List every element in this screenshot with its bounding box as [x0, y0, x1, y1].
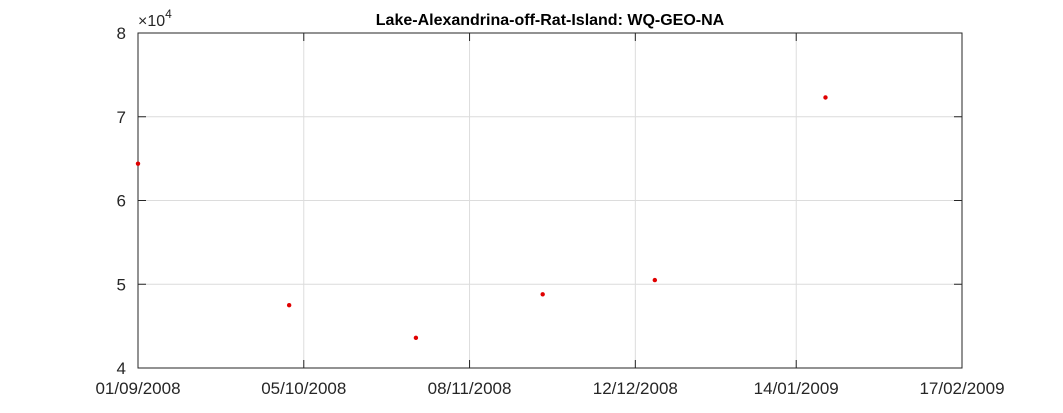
y-tick-label: 4 — [117, 359, 126, 378]
y-tick-label: 6 — [117, 192, 126, 211]
data-point — [286, 302, 292, 308]
x-tick-label: 08/11/2008 — [428, 379, 512, 398]
y-axis-multiplier: ×104 — [138, 7, 172, 30]
data-point — [823, 95, 828, 100]
x-tick-label: 17/02/2009 — [919, 379, 1004, 398]
y-axis-multiplier-base: ×10 — [138, 13, 165, 30]
x-tick-label: 12/12/2008 — [593, 379, 678, 398]
x-axis-tick-labels: 01/09/2008 05/10/2008 08/11/2008 12/12/2008… — [95, 379, 1004, 398]
axis-ticks — [137, 32, 963, 369]
y-tick-label: 5 — [117, 275, 126, 294]
y-tick-label: 7 — [117, 108, 126, 127]
grid — [137, 32, 963, 369]
x-tick-label: 14/01/2009 — [754, 379, 839, 398]
data-point — [135, 161, 141, 166]
data-point — [540, 292, 545, 297]
data-point — [652, 277, 658, 283]
y-axis-tick-labels: 4 5 6 7 8 — [117, 24, 126, 378]
x-tick-label: 01/09/2008 — [95, 379, 180, 398]
y-axis-multiplier-exponent: 4 — [165, 7, 172, 21]
chart-title: Lake-Alexandrina-off-Rat-Island: WQ-GEO-… — [376, 12, 725, 29]
x-tick-label: 05/10/2008 — [261, 379, 346, 398]
y-tick-label: 8 — [117, 24, 126, 43]
data-points — [135, 95, 828, 341]
data-point — [413, 335, 419, 341]
